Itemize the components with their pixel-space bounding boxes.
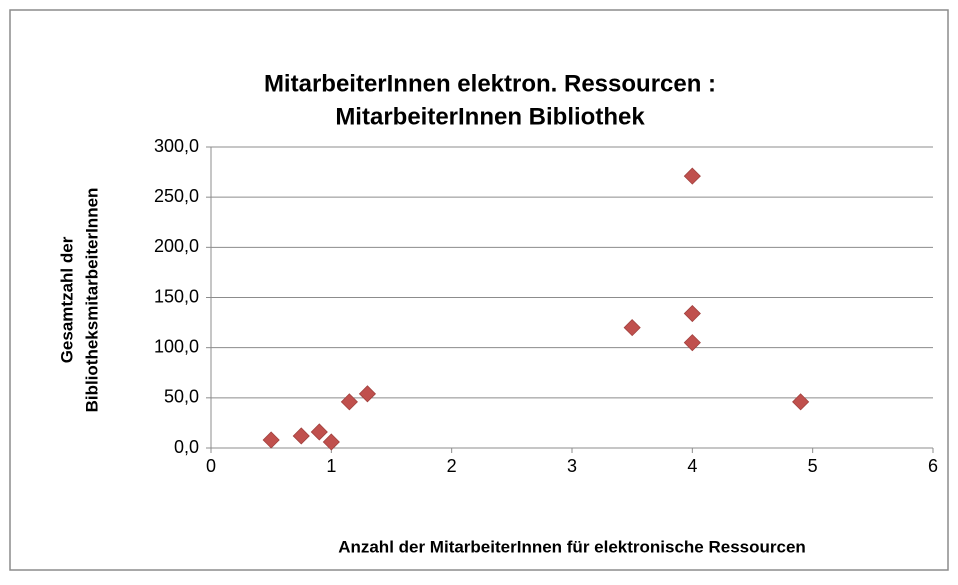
point: [322, 433, 340, 451]
x-axis-title: Anzahl der MitarbeiterInnen für elektron…: [338, 537, 806, 556]
x-tick-label: 2: [447, 456, 457, 476]
x-tick-label: 1: [326, 456, 336, 476]
chart-title: MitarbeiterInnen Bibliothek: [335, 103, 645, 130]
y-tick-label: 200,0: [154, 236, 199, 256]
x-tick-label: 5: [808, 456, 818, 476]
point: [683, 334, 701, 352]
x-tick-label: 0: [206, 456, 216, 476]
x-tick-label: 3: [567, 456, 577, 476]
chart-border: [9, 9, 949, 571]
y-axis-title: Gesamtzahl der: [57, 236, 76, 363]
point: [340, 393, 358, 411]
y-tick-label: 0,0: [174, 437, 199, 457]
point: [683, 167, 701, 185]
y-tick-label: 150,0: [154, 286, 199, 306]
point: [358, 385, 376, 403]
y-axis-title: BibliotheksmitarbeiterInnen: [82, 188, 101, 413]
point: [262, 431, 280, 449]
point: [310, 423, 328, 441]
y-tick-label: 50,0: [164, 387, 199, 407]
point: [792, 393, 810, 411]
y-tick-label: 100,0: [154, 336, 199, 356]
y-tick-label: 250,0: [154, 186, 199, 206]
point: [683, 304, 701, 323]
x-tick-label: 4: [687, 456, 697, 476]
point: [623, 319, 641, 337]
point: [292, 427, 310, 445]
x-tick-label: 6: [928, 456, 938, 476]
chart-title: MitarbeiterInnen elektron. Ressourcen :: [264, 70, 716, 97]
y-tick-label: 300,0: [154, 136, 199, 156]
